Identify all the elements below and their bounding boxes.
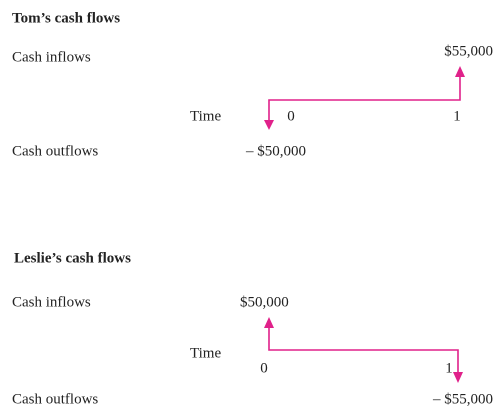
outflows-label: Cash outflows: [12, 143, 98, 159]
time-label: Time: [190, 345, 221, 361]
inflows-label: Cash inflows: [12, 294, 91, 310]
period-label: 0: [260, 360, 268, 376]
period-label: 1: [453, 108, 461, 124]
inflows-label: Cash inflows: [12, 49, 91, 65]
period-label: 1: [445, 360, 453, 376]
time-label: Time: [190, 108, 221, 124]
outflows-label: Cash outflows: [12, 391, 98, 407]
timeline: [264, 317, 463, 383]
outflow-amount: – $50,000: [245, 143, 306, 159]
period-label: 0: [287, 108, 295, 124]
inflow-amount: $50,000: [240, 294, 289, 310]
panel-title: Tom’s cash flows: [12, 10, 120, 26]
timeline: [264, 66, 465, 130]
panel-title: Leslie’s cash flows: [14, 250, 131, 266]
outflow-amount: – $55,000: [432, 391, 493, 407]
inflow-amount: $55,000: [444, 43, 493, 59]
